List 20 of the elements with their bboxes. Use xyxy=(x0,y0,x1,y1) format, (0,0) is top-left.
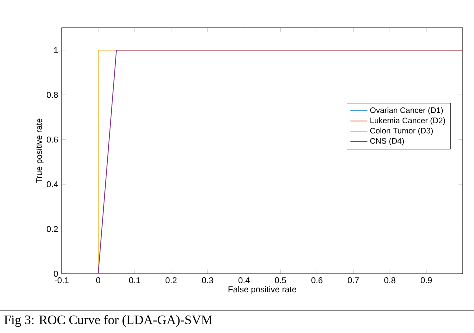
caption: Fig 3: ROC Curve for (LDA-GA)-SVM xyxy=(4,315,212,328)
x-tick-label: 0.8 xyxy=(384,278,396,284)
x-tick-label: 0 xyxy=(96,278,100,284)
y-tick-label: 0 xyxy=(54,271,58,277)
x-tick-label: 0.4 xyxy=(238,278,250,284)
x-tick-label: 0.3 xyxy=(202,278,214,284)
x-tick-label: -0.1 xyxy=(55,278,69,284)
y-tick-label: 0.2 xyxy=(47,226,58,232)
y-tick-label: 1 xyxy=(54,47,58,54)
x-tick-label: 0.1 xyxy=(129,278,140,284)
x-axis-title: False positive rate xyxy=(228,286,296,294)
x-tick-label: 0.9 xyxy=(420,278,432,284)
x-tick-label: 0.5 xyxy=(275,278,286,284)
y-tick-label: 0.4 xyxy=(47,182,58,188)
x-tick-label: 0.6 xyxy=(312,278,323,284)
y-axis-title: True positive rate xyxy=(36,118,44,184)
y-tick-label: 0.6 xyxy=(47,136,58,143)
x-tick-label: 0.2 xyxy=(166,278,177,284)
x-tick-label: 0.7 xyxy=(348,278,360,284)
y-tick-label: 0.8 xyxy=(47,92,58,98)
